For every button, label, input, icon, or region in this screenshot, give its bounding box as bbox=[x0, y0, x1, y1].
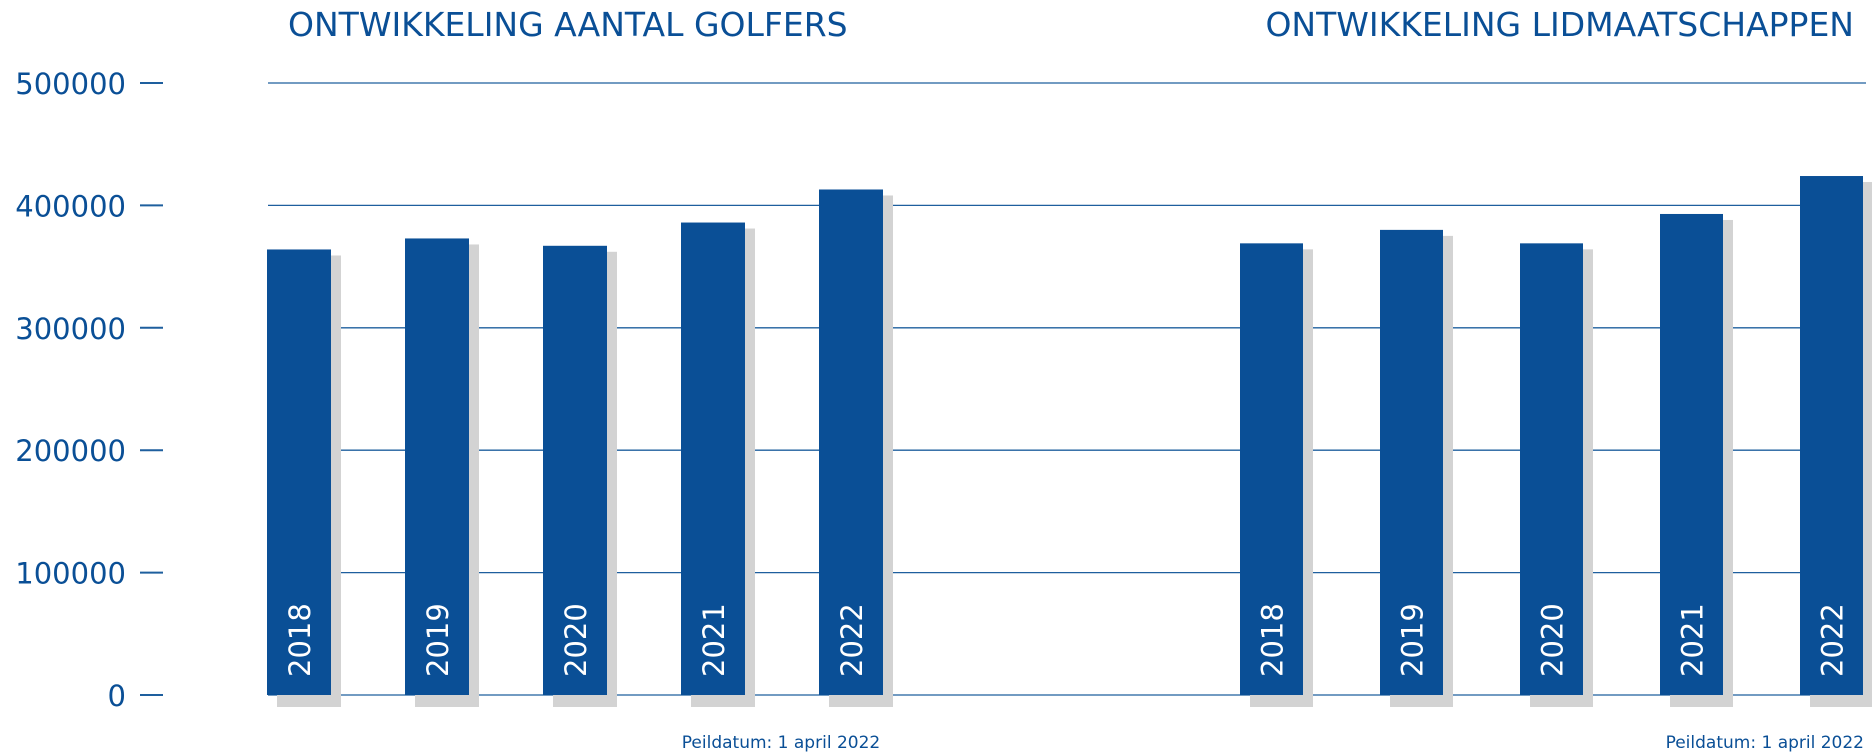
bar-category-label: 2021 bbox=[697, 603, 731, 677]
y-tick-label: 500000 bbox=[15, 67, 126, 101]
bar-category-label: 2019 bbox=[421, 603, 455, 677]
bar bbox=[1240, 243, 1303, 695]
bars-golfers: 2018 2019 2020 2021 2022 bbox=[267, 189, 893, 708]
bar-category-label: 2019 bbox=[1396, 603, 1430, 677]
chart-title-lidmaatschappen: ONTWIKKELING LIDMAATSCHAPPEN bbox=[1265, 5, 1854, 44]
footnote-lidmaatschappen: Peildatum: 1 april 2022 bbox=[1666, 733, 1864, 752]
footnote-golfers: Peildatum: 1 april 2022 bbox=[682, 733, 880, 752]
gridlines bbox=[268, 82, 1866, 696]
bar bbox=[405, 238, 469, 695]
y-axis: 0 100000 200000 300000 400000 500000 bbox=[15, 67, 163, 713]
bar-category-label: 2020 bbox=[1536, 603, 1570, 677]
bar bbox=[819, 189, 883, 695]
bars-lidmaatschappen: 2018 2019 2020 2021 2022 bbox=[1240, 176, 1872, 708]
bar bbox=[1380, 229, 1443, 695]
bar-category-label: 2022 bbox=[1816, 603, 1850, 677]
y-tick-label: 400000 bbox=[15, 189, 126, 223]
bar bbox=[1520, 243, 1583, 695]
bar-category-label: 2022 bbox=[835, 603, 869, 677]
y-tick-label: 100000 bbox=[15, 557, 126, 591]
bar bbox=[267, 249, 331, 696]
y-tick-label: 300000 bbox=[15, 312, 126, 346]
bar-category-label: 2018 bbox=[283, 603, 317, 677]
bar-category-label: 2020 bbox=[559, 603, 593, 677]
y-tick-label: 200000 bbox=[15, 434, 126, 468]
bar bbox=[1660, 213, 1723, 695]
chart-title-golfers: ONTWIKKELING AANTAL GOLFERS bbox=[288, 5, 848, 44]
bar bbox=[681, 222, 745, 695]
y-tick-label: 0 bbox=[108, 679, 126, 713]
bar bbox=[543, 245, 607, 696]
bar-category-label: 2018 bbox=[1256, 603, 1290, 677]
bar-category-label: 2021 bbox=[1676, 603, 1710, 677]
bar bbox=[1800, 176, 1863, 696]
